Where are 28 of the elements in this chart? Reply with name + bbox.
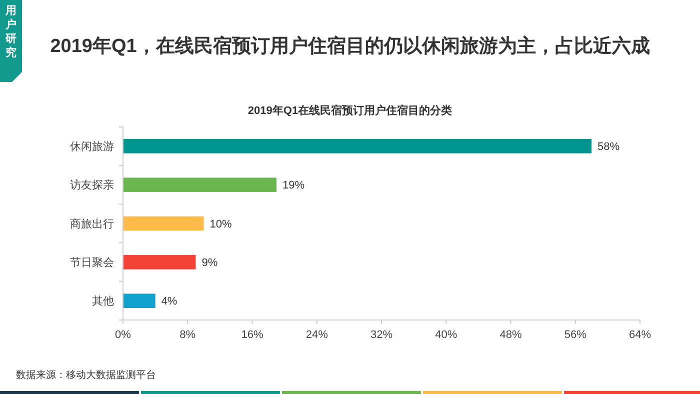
x-tick-label: 48% xyxy=(500,329,522,341)
data-label: 58% xyxy=(598,140,620,153)
source-note: 数据来源：移动大数据监测平台 xyxy=(16,369,156,381)
bar xyxy=(123,138,592,154)
text: 用户研究 xyxy=(4,5,16,59)
y-tick-label: 节日聚会 xyxy=(70,256,114,270)
x-tick-label: 64% xyxy=(628,329,652,341)
bar xyxy=(123,294,156,308)
x-tick-label: 16% xyxy=(241,329,264,341)
x-tick-label: 0% xyxy=(115,329,132,341)
chart-title: 2019年Q1，在线民宿预订用户住宿目的仍以休闲旅游为主，占比近六成 xyxy=(50,35,650,57)
y-tick-label: 休闲旅游 xyxy=(70,140,114,153)
data-label: 9% xyxy=(202,257,218,270)
data-label: 10% xyxy=(210,218,232,230)
bar xyxy=(123,255,196,270)
x-tick-label: 40% xyxy=(435,329,458,341)
x-tick-label: 56% xyxy=(564,329,587,341)
chart-subtitle: 2019年Q1在线民宿预订用户住宿目的分类 xyxy=(248,104,452,117)
data-label: 4% xyxy=(161,296,178,308)
bar xyxy=(123,216,204,231)
bar xyxy=(123,178,276,192)
y-tick-label: 访友探亲 xyxy=(70,178,114,192)
y-tick-label: 其他 xyxy=(92,294,114,308)
x-tick-label: 24% xyxy=(306,329,328,341)
data-label: 19% xyxy=(282,180,305,192)
x-tick-label: 32% xyxy=(370,329,393,341)
x-tick-label: 8% xyxy=(180,329,196,341)
y-tick-label: 商旅出行 xyxy=(70,217,114,230)
